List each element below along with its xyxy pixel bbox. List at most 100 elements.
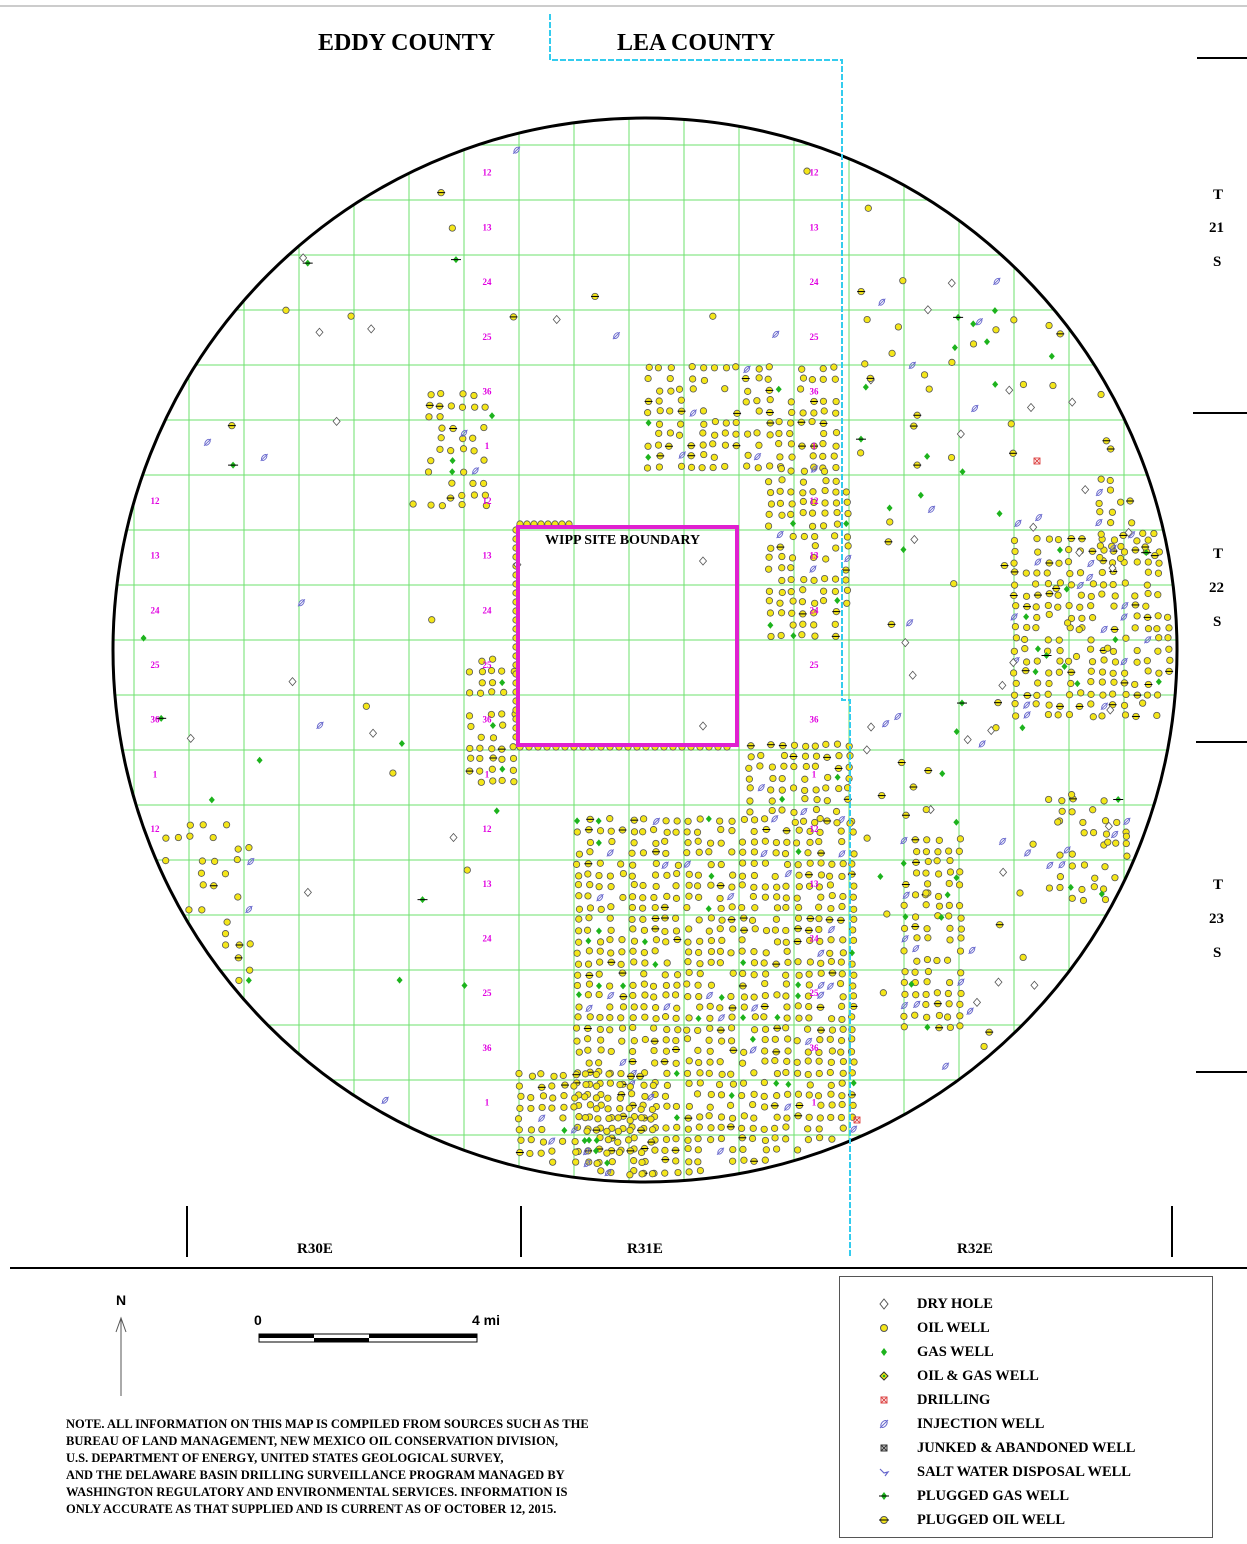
dry-hole-marker bbox=[908, 670, 917, 680]
plugged-oil-well-marker bbox=[816, 1003, 825, 1011]
oil-well-marker bbox=[619, 1003, 628, 1011]
oil-well-marker bbox=[437, 434, 445, 442]
injection-well-marker bbox=[810, 465, 819, 473]
oil-well-marker bbox=[1109, 690, 1117, 698]
oil-well-marker bbox=[617, 960, 625, 968]
gas-well-marker bbox=[1155, 678, 1162, 686]
oil-well-marker bbox=[1121, 711, 1130, 719]
scale-start-label: 0 bbox=[254, 1312, 262, 1328]
oil-well-marker bbox=[696, 970, 704, 978]
plugged-gas-well-marker bbox=[228, 461, 239, 469]
oil-well-marker bbox=[560, 1103, 568, 1111]
gas-well-marker bbox=[996, 510, 1003, 518]
oil-well-marker bbox=[685, 892, 693, 900]
oil-well-marker bbox=[849, 828, 857, 836]
plugged-oil-well-marker bbox=[819, 419, 828, 428]
oil-well-marker bbox=[775, 417, 783, 426]
oil-well-marker bbox=[816, 1114, 824, 1122]
oil-well-marker bbox=[756, 762, 764, 770]
oil-well-marker bbox=[651, 947, 659, 955]
oil-well-marker bbox=[800, 467, 808, 475]
legend-label: PLUGGED OIL WELL bbox=[917, 1512, 1065, 1528]
oil-well-marker bbox=[630, 828, 639, 836]
injection-well-marker bbox=[817, 949, 825, 958]
oil-well-marker bbox=[839, 892, 847, 901]
oil-well-marker bbox=[550, 1072, 558, 1080]
gas-well-marker bbox=[938, 913, 945, 921]
oil-well-marker bbox=[1029, 840, 1037, 848]
oil-well-marker bbox=[817, 871, 826, 879]
oil-well-marker bbox=[1154, 647, 1162, 655]
oil-well-marker bbox=[1110, 536, 1119, 544]
injection-well-marker bbox=[585, 1004, 593, 1013]
oil-well-marker bbox=[581, 1114, 589, 1122]
oil-well-marker bbox=[1154, 612, 1162, 620]
oil-well-marker bbox=[750, 1026, 759, 1034]
injection-well-marker bbox=[1022, 701, 1031, 709]
plugged-oil-well-marker bbox=[1056, 330, 1065, 338]
section-number: 24 bbox=[151, 605, 161, 615]
oil-well-marker bbox=[750, 848, 758, 856]
oil-well-marker bbox=[581, 1093, 589, 1101]
oil-well-marker bbox=[768, 797, 776, 805]
township-ticks bbox=[1193, 57, 1247, 1073]
plugged-oil-well-marker bbox=[584, 826, 593, 834]
oil-well-marker bbox=[772, 849, 780, 857]
plugged-oil-well-marker bbox=[911, 858, 920, 866]
oil-well-marker bbox=[606, 815, 614, 823]
oil-well-marker bbox=[832, 463, 840, 472]
oil-well-marker bbox=[527, 1136, 535, 1144]
plugged-oil-well-marker bbox=[733, 409, 742, 417]
oil-well-marker bbox=[1021, 635, 1029, 644]
oil-well-marker bbox=[716, 1058, 724, 1066]
oil-well-marker bbox=[920, 371, 929, 379]
oil-well-marker bbox=[607, 827, 615, 835]
oil-well-marker bbox=[808, 509, 817, 517]
oil-well-marker bbox=[221, 930, 230, 938]
oil-well-marker bbox=[1154, 591, 1162, 599]
plugged-oil-well-marker bbox=[687, 452, 696, 460]
oil-well-marker bbox=[746, 784, 754, 792]
oil-well-marker bbox=[595, 990, 603, 999]
section-number: 25 bbox=[483, 660, 493, 670]
plugged-oil-well-marker bbox=[778, 742, 787, 750]
oil-well-marker bbox=[234, 893, 242, 901]
oil-well-marker bbox=[663, 1102, 671, 1110]
oil-well-marker bbox=[775, 440, 783, 448]
plugged-oil-well-marker bbox=[673, 935, 682, 944]
plugged-oil-well-marker bbox=[985, 1028, 994, 1036]
oil-well-marker bbox=[605, 1114, 613, 1123]
oil-well-marker bbox=[662, 938, 670, 946]
oil-well-marker bbox=[654, 364, 662, 372]
injection-well-marker bbox=[757, 783, 766, 792]
plugged-gas-well-icon bbox=[879, 1492, 889, 1500]
plugged-oil-well-marker bbox=[1150, 551, 1159, 560]
oil-well-marker bbox=[470, 447, 478, 455]
injection-well-marker bbox=[913, 1000, 921, 1009]
oil-well-marker bbox=[1098, 678, 1106, 686]
wipp-site-label: WIPP SITE BOUNDARY bbox=[545, 533, 700, 548]
plugged-gas-well-marker bbox=[956, 699, 967, 707]
oil-well-marker bbox=[1098, 590, 1106, 598]
oil-well-marker bbox=[750, 1090, 758, 1098]
dry-hole-marker bbox=[901, 638, 910, 648]
plugged-oil-well-marker bbox=[913, 411, 922, 419]
oil-well-marker bbox=[696, 1079, 704, 1087]
injection-well-icon bbox=[879, 1419, 889, 1429]
oil-well-marker bbox=[924, 934, 932, 942]
oil-well-marker bbox=[673, 817, 681, 825]
gas-well-marker bbox=[586, 1136, 593, 1144]
oil-well-icon bbox=[880, 1324, 888, 1332]
plugged-oil-well-marker bbox=[446, 494, 455, 502]
oil-well-marker bbox=[223, 918, 231, 926]
oil-well-marker bbox=[1109, 580, 1117, 589]
oil-well-marker bbox=[574, 971, 582, 979]
gas-well-marker bbox=[652, 960, 659, 968]
oil-well-marker bbox=[844, 509, 852, 518]
injection-well-marker bbox=[849, 1125, 858, 1134]
oil-well-marker bbox=[1121, 579, 1129, 587]
oil-well-marker bbox=[700, 450, 708, 459]
oil-well-marker bbox=[618, 1024, 627, 1032]
oil-well-marker bbox=[782, 1123, 790, 1131]
oil-well-marker bbox=[750, 859, 758, 867]
